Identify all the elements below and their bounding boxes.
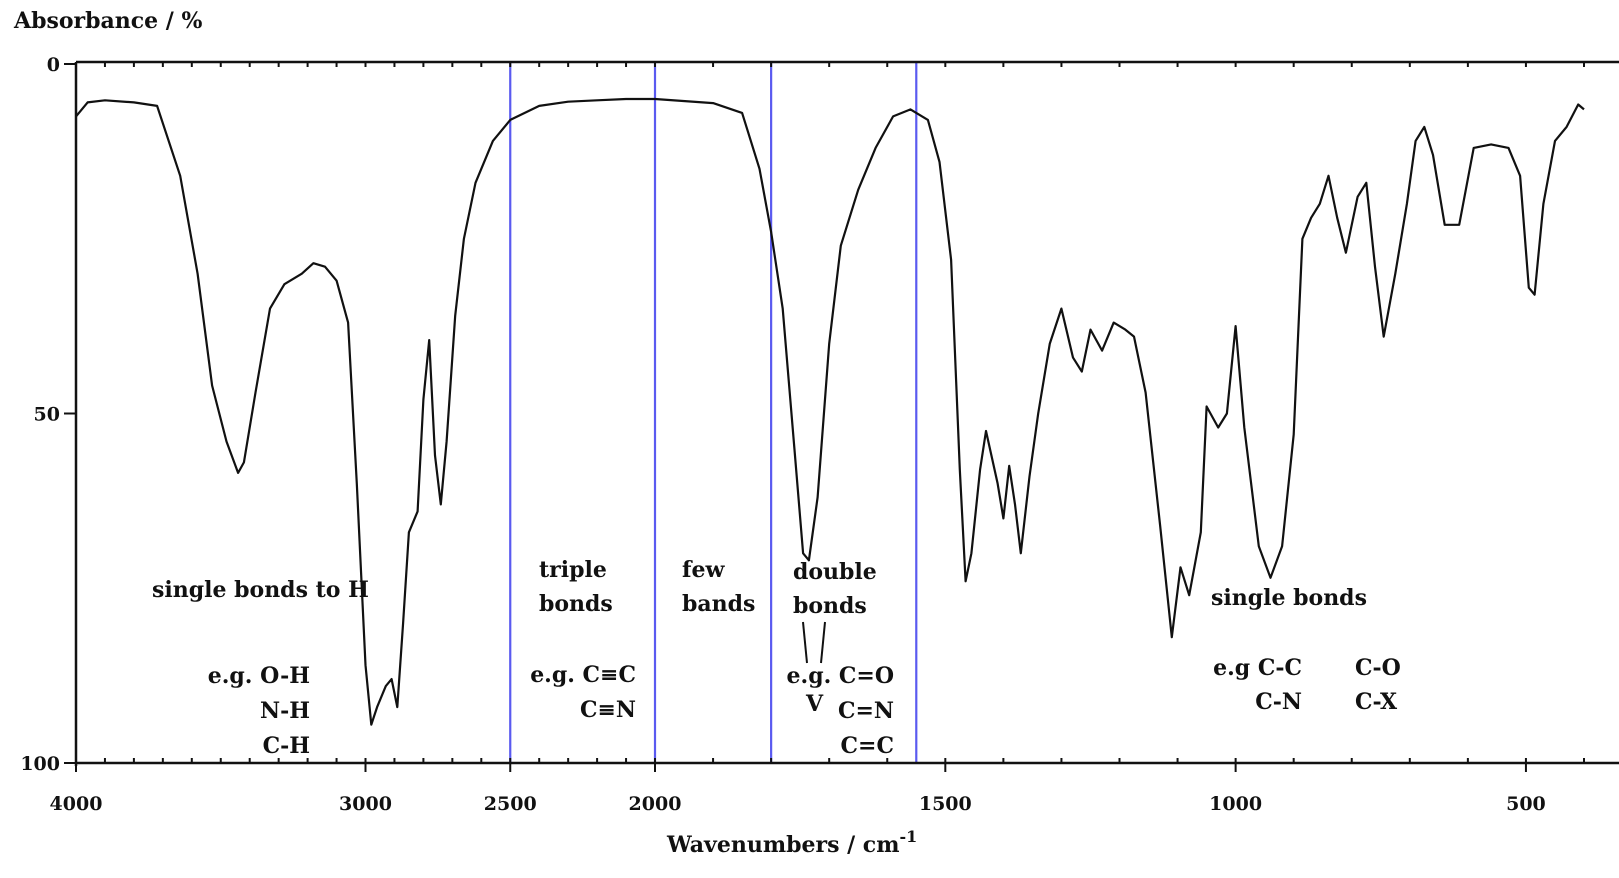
annotation-single-title: single bonds	[1211, 585, 1367, 611]
annotation-line: C-X	[1355, 689, 1398, 715]
y-tick-label: 100	[20, 753, 60, 775]
x-tick-label: 4000	[50, 793, 103, 815]
spectrum-line	[76, 99, 1584, 725]
annotation-line: bonds	[539, 591, 613, 617]
x-axis-label-text: Wavenumbers / cm	[666, 832, 899, 858]
x-axis-label: Wavenumbers / cm-1	[666, 827, 917, 858]
annotation-single-h-title: single bonds to H	[152, 577, 369, 603]
pointer-v-mark: V	[805, 691, 824, 717]
annotation-line: e.g C-C	[1213, 655, 1302, 681]
annotation-line: single bonds	[1211, 585, 1367, 611]
x-tick-label: 3000	[339, 793, 392, 815]
annotation-single-h-examples: e.g. O-H N-H C-H	[208, 663, 310, 759]
x-axis-label-superscript: -1	[899, 827, 917, 846]
annotation-line: C-O	[1355, 655, 1401, 681]
y-tick-label: 50	[34, 404, 60, 426]
annotation-triple-title: triple bonds	[539, 557, 613, 617]
annotation-line: triple	[539, 557, 607, 583]
annotation-line: C-N	[1255, 689, 1302, 715]
annotation-single-examples-2: C-O C-X	[1355, 655, 1401, 715]
annotation-double-title: double bonds	[793, 559, 877, 619]
annotation-line: C≡N	[580, 697, 636, 723]
x-tick-label: 1500	[919, 793, 972, 815]
x-tick-label: 2000	[629, 793, 682, 815]
annotation-line: e.g. O-H	[208, 663, 310, 689]
y-tick-label: 0	[47, 54, 60, 76]
y-ticks: 0 50 100	[20, 54, 76, 775]
region-boundaries	[510, 62, 916, 763]
annotation-line: double	[793, 559, 877, 585]
annotation-double-examples: e.g. C=O C=N C=C	[787, 663, 894, 759]
x-tick-label: 2500	[484, 793, 537, 815]
annotation-single-examples-1: e.g C-C C-N	[1213, 655, 1302, 715]
pointer-line-left	[803, 622, 807, 663]
annotation-line: single bonds to H	[152, 577, 369, 603]
x-tick-label: 1000	[1209, 793, 1262, 815]
annotation-line: bonds	[793, 593, 867, 619]
annotation-line: bands	[682, 591, 755, 617]
annotation-line: e.g. C=O	[787, 663, 894, 689]
annotation-line: C=N	[838, 698, 894, 724]
annotation-triple-examples: e.g. C≡C C≡N	[530, 662, 636, 723]
y-axis-label: Absorbance / %	[13, 8, 202, 34]
annotation-line: C-H	[263, 733, 310, 759]
annotation-few-title: few bands	[682, 557, 755, 617]
annotation-line: N-H	[260, 698, 310, 724]
region-annotations: single bonds to H e.g. O-H N-H C-H triple bon…	[152, 557, 1401, 759]
x-ticks: 4000 3000 2500 2000 1500 1000 500	[50, 763, 1546, 815]
annotation-line: C=C	[841, 733, 894, 759]
pointer-line-right	[821, 622, 825, 663]
annotation-line: few	[682, 557, 725, 583]
x-tick-label: 500	[1506, 793, 1546, 815]
annotation-line: e.g. C≡C	[530, 662, 636, 688]
